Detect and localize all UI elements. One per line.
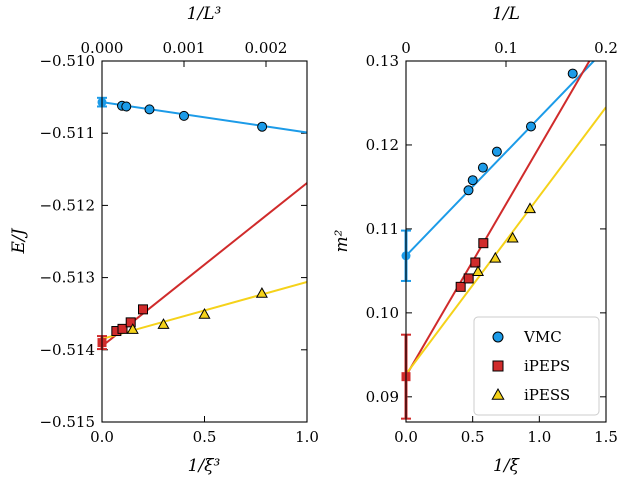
left-x-tick-label: 1.0 [295, 428, 319, 446]
right-y-tick-label: 0.11 [366, 220, 399, 238]
left-x2-tick-label: 0.001 [163, 39, 206, 57]
right-fit-ipeps [406, 61, 591, 377]
right-panel: 0.0 0.5 1.0 1.5 0 0.1 0.2 0.09 0.10 0.11 0.12 0.13 V… [332, 4, 618, 476]
right-ipess-point [506, 231, 519, 243]
legend-marker-ipeps [492, 360, 504, 372]
right-y-tick-label: 0.09 [366, 388, 399, 406]
left-fit-vmc [102, 101, 307, 134]
left-series-ipess [126, 287, 268, 334]
right-ipess-point [471, 265, 485, 277]
right-top-axis-label: 1/L [492, 4, 520, 24]
right-ipess-point [489, 251, 502, 263]
left-y-tick-label: −0.510 [39, 52, 95, 70]
right-fit-ipess [406, 106, 606, 375]
legend-frame [473, 316, 600, 416]
right-series-ipeps [455, 238, 489, 292]
left-y-tick-label: −0.515 [39, 413, 95, 431]
left-x2-tick-label: 0.000 [81, 39, 124, 57]
left-panel: 0.0 0.5 1.0 0.000 0.001 0.002 −0.515 −0.514 −0.5… [9, 4, 319, 476]
right-vmc-point [567, 68, 578, 79]
legend-label-ipeps: iPEPS [524, 357, 570, 375]
left-ipess-point [198, 308, 211, 319]
left-y-tick-label: −0.513 [39, 269, 95, 287]
right-y-tick-label: 0.12 [366, 136, 399, 154]
left-x-tick-label: 0.0 [90, 428, 114, 446]
left-bottom-axis-label: 1/ξ³ [188, 456, 221, 476]
right-vmc-point [491, 146, 502, 157]
right-ipeps-point [463, 273, 474, 284]
right-plot-frame [405, 60, 607, 423]
right-x-tick-label: 0.0 [394, 428, 418, 446]
legend-label-ipess: iPESS [524, 386, 570, 404]
right-y-tick-label: 0.10 [366, 304, 399, 322]
legend-label-vmc: VMC [523, 328, 562, 346]
left-y-tick-label: −0.512 [39, 196, 95, 214]
right-x-tick-label: 0.5 [461, 428, 485, 446]
left-vmc-point [121, 101, 132, 112]
left-x2-tick-label: 0.002 [245, 39, 288, 57]
right-y-tick-label: 0.13 [366, 52, 399, 70]
left-plot-frame [101, 60, 308, 423]
right-x2-tick-label: 0.2 [594, 39, 618, 57]
left-vmc-point [179, 110, 189, 121]
right-vmc-point [467, 175, 478, 186]
left-vmc-point [144, 104, 155, 115]
left-top-axis-label: 1/L³ [187, 4, 222, 24]
right-vmc-point [477, 162, 488, 173]
right-fit-lines [406, 61, 606, 377]
left-ipeps-point [138, 304, 148, 315]
right-ipeps-point [478, 238, 489, 249]
left-ipeps-point [117, 323, 128, 334]
right-ipeps-point [470, 257, 481, 268]
right-ipeps-point [455, 281, 466, 292]
left-ipess-point [157, 318, 170, 329]
left-y-tick-label: −0.514 [39, 341, 95, 359]
left-fit-ipeps [102, 182, 307, 347]
right-fit-vmc [406, 61, 596, 257]
left-ipess-point [255, 287, 268, 298]
right-x-tick-label: 1.0 [527, 428, 551, 446]
right-x2-tick-label: 0 [401, 39, 411, 57]
left-ipess-point [126, 323, 139, 334]
right-y-axis-label: m² [332, 229, 352, 252]
left-vmc-point [257, 121, 268, 132]
right-x-tick-label: 1.5 [594, 428, 618, 446]
right-bottom-axis-label: 1/ξ [493, 456, 521, 476]
right-vmc-point [463, 185, 474, 196]
right-series-vmc [463, 68, 578, 196]
right-x2-tick-label: 0.1 [494, 39, 518, 57]
left-x-tick-label: 0.5 [193, 428, 217, 446]
left-y-axis-label: E/J [9, 227, 29, 254]
legend-marker-vmc [492, 331, 504, 343]
right-series-ipess [471, 202, 537, 277]
right-ipess-point [523, 202, 537, 214]
left-series-vmc [117, 100, 268, 132]
left-y-tick-label: −0.511 [39, 124, 95, 142]
legend: VMC iPEPS iPESS [473, 316, 600, 416]
right-vmc-point [526, 121, 536, 132]
legend-marker-ipess [491, 387, 505, 400]
